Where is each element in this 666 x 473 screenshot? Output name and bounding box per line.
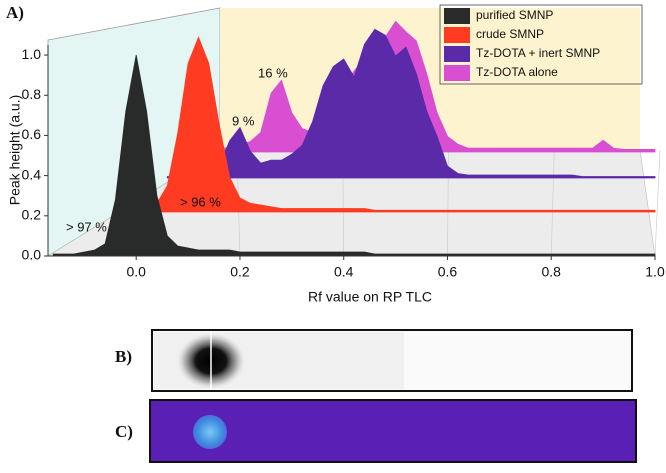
x-tick-label: 0.0 [126, 264, 146, 280]
annotation: > 97 % [66, 219, 107, 234]
annotation: 16 % [258, 65, 288, 80]
x-tick-label: 1.0 [645, 264, 665, 280]
y-axis-label: Peak height (a.u.) [7, 95, 23, 206]
y-tick-label: 1.0 [22, 46, 42, 62]
series-area [198, 20, 656, 153]
panel-label: C) [115, 422, 133, 441]
grid-line [550, 149, 555, 257]
x-tick-label: 0.6 [438, 264, 458, 280]
legend-label: purified SMNP [476, 8, 553, 22]
panel-label: A) [6, 3, 24, 22]
series-area [125, 36, 656, 213]
x-tick-label: 0.8 [542, 264, 562, 280]
series-area [166, 28, 656, 179]
y-tick-label: 0.6 [22, 126, 42, 142]
legend-swatch [444, 8, 470, 24]
annotation: > 96 % [180, 194, 221, 209]
x-axis-label: Rf value on RP TLC [308, 289, 432, 305]
y-tick-label: 0.0 [22, 247, 42, 263]
legend-swatch [444, 46, 470, 62]
legend-label: crude SMNP [476, 27, 544, 41]
tlc-spot [193, 415, 227, 449]
legend-label: Tz-DOTA alone [476, 65, 558, 79]
grid-line [654, 149, 661, 257]
x-tick-label: 0.4 [334, 264, 354, 280]
legend-box [439, 4, 643, 85]
annotation: 9 % [232, 113, 255, 128]
legend-label: Tz-DOTA + inert SMNP [476, 46, 600, 60]
x-tick-label: 0.2 [230, 264, 250, 280]
y-tick-label: 0.8 [22, 86, 42, 102]
y-tick-label: 0.4 [22, 166, 42, 182]
legend-swatch [444, 65, 470, 81]
panel-label: B) [115, 347, 132, 366]
legend-swatch [444, 27, 470, 43]
tlc-image-c [149, 399, 637, 463]
series-area [52, 54, 656, 257]
y-tick-label: 0.2 [22, 207, 42, 223]
